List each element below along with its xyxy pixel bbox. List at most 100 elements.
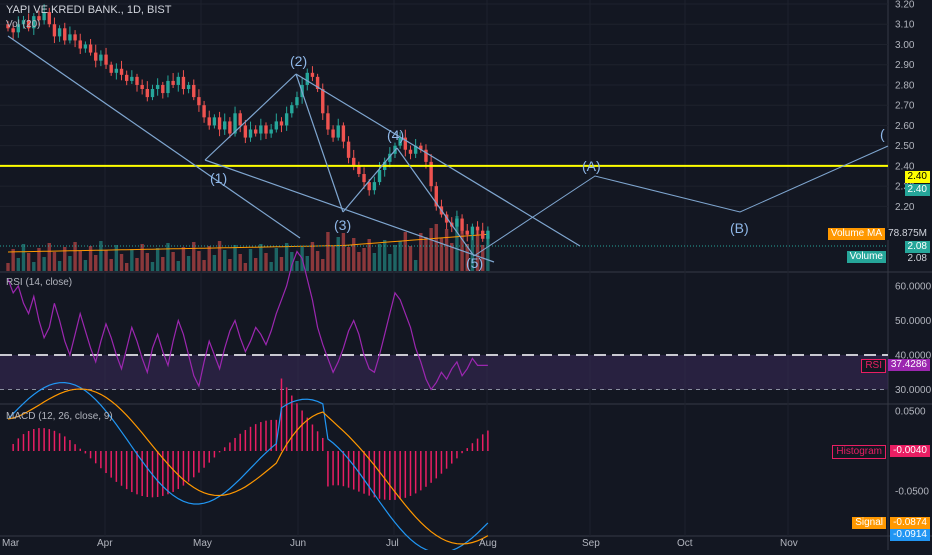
volume-bar [166, 243, 170, 271]
candle-body [192, 84, 196, 98]
candle-body [94, 52, 98, 61]
volume-bar [11, 249, 15, 271]
volume-bar [135, 258, 139, 271]
volume-ma-line [7, 233, 488, 253]
candle-body [465, 230, 469, 235]
wave-label: ( [880, 126, 885, 142]
volume-bar [248, 249, 253, 271]
volume-bar [63, 247, 67, 271]
candle-body [424, 149, 428, 162]
candle-body [346, 141, 351, 158]
candle-body [161, 84, 165, 94]
candle-body [119, 68, 124, 75]
candle-body [21, 20, 26, 25]
volume-bar [42, 257, 46, 271]
volume-bar [37, 248, 41, 271]
volume-bar [439, 238, 444, 271]
candle-body [197, 97, 201, 106]
candle-body [109, 64, 113, 73]
volume-bar [99, 241, 103, 271]
volume-bar [57, 261, 62, 271]
volume-bar [341, 233, 346, 271]
volume-bar [171, 252, 175, 271]
volume-bar [336, 237, 340, 271]
volume-bar [6, 263, 10, 271]
candle-body [181, 76, 186, 90]
x-axis-tick-label: Aug [479, 538, 497, 549]
candle-body [130, 76, 134, 81]
candle-body [145, 89, 150, 98]
candle-body [419, 145, 423, 150]
candle-body [202, 105, 206, 118]
candle-body [63, 28, 67, 41]
candle-body [42, 12, 46, 21]
candle-body [475, 226, 480, 231]
volume-bar [362, 248, 366, 271]
candle-body [259, 125, 263, 134]
volume-bar [450, 243, 454, 271]
volume-bar [403, 232, 408, 271]
volume-bar [413, 260, 418, 271]
candle-body [26, 20, 31, 29]
price-axis-tick-label: 2.70 [895, 101, 915, 112]
candle-body [124, 74, 129, 81]
volume-bar [388, 254, 392, 271]
price-axis-tick-label: 2.20 [895, 202, 915, 213]
volume-bar [475, 231, 480, 271]
x-axis-tick-label: Jul [386, 538, 399, 549]
volume-bar [32, 262, 36, 271]
candle-body [228, 121, 232, 134]
rsi-axis-tick-label: 50.0000 [895, 316, 932, 327]
macd-signal-value: -0.0874 [890, 517, 930, 529]
candle-body [274, 121, 279, 130]
macd-line-value: -0.0914 [890, 529, 930, 541]
volume-bar [52, 252, 57, 271]
candle-body [352, 157, 356, 166]
volume-bar [73, 242, 77, 271]
candle-body [295, 97, 299, 106]
volume-bar [367, 239, 371, 271]
volume-bar [284, 243, 289, 271]
candle-body [434, 186, 438, 207]
volume-bar [372, 253, 377, 271]
candle-body [460, 218, 464, 231]
trend-line [204, 159, 495, 263]
volume-bar [444, 229, 449, 271]
volume-bar [264, 253, 268, 271]
volume-bar [233, 245, 237, 271]
candle-body [290, 105, 294, 114]
volume-bar [161, 257, 165, 271]
volume-bar [424, 237, 428, 271]
volume-bar [429, 228, 433, 271]
volume-bar [346, 247, 351, 271]
candle-body [455, 218, 459, 227]
candle-body [32, 16, 36, 29]
volume-bar [274, 248, 279, 271]
candle-body [253, 129, 258, 134]
price-axis-tick-label: 3.00 [895, 40, 915, 51]
volume-bar [88, 246, 93, 271]
x-axis-tick-label: May [193, 538, 212, 549]
volume-bar [223, 250, 227, 271]
macd-line [7, 381, 489, 554]
candle-body [150, 89, 155, 98]
volume-bar [124, 263, 129, 271]
candle-body [6, 24, 10, 29]
candle-body [176, 76, 180, 85]
candle-body [315, 76, 320, 90]
x-axis-tick-label: Apr [97, 538, 113, 549]
price-tag-last: 2.08 [904, 241, 930, 253]
volume-bar [295, 261, 299, 271]
candle-body [233, 113, 237, 134]
volume-bar [26, 253, 31, 271]
macd-indicator-title: MACD (12, 26, close, 9) [6, 411, 113, 422]
volume-bar [192, 242, 196, 271]
price-tag-level-240b: 2.40 [904, 184, 930, 196]
price-tag-last-2: 2.08 [904, 253, 930, 265]
volume-bar [269, 262, 273, 271]
volume-bar [217, 241, 222, 271]
candle-body [243, 125, 248, 138]
volume-bar [202, 260, 206, 271]
candle-body [248, 129, 253, 138]
